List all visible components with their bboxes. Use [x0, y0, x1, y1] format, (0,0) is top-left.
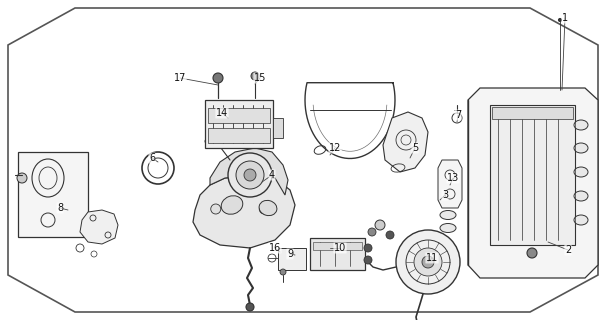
Polygon shape: [468, 88, 598, 278]
Circle shape: [246, 303, 254, 311]
Ellipse shape: [574, 143, 588, 153]
Polygon shape: [383, 112, 428, 172]
Circle shape: [364, 256, 372, 264]
Bar: [310, 238, 365, 270]
Ellipse shape: [440, 211, 456, 220]
Circle shape: [414, 248, 442, 276]
Text: 10: 10: [334, 243, 346, 253]
Text: 2: 2: [565, 245, 571, 255]
Circle shape: [386, 231, 394, 239]
Text: 6: 6: [149, 153, 155, 163]
Text: 16: 16: [269, 243, 281, 253]
Circle shape: [396, 230, 460, 294]
Ellipse shape: [574, 167, 588, 177]
Text: 14: 14: [216, 108, 228, 118]
Text: 5: 5: [412, 143, 418, 153]
Circle shape: [228, 153, 272, 197]
Text: 7: 7: [455, 110, 461, 120]
Text: 11: 11: [426, 253, 438, 263]
Polygon shape: [438, 160, 462, 208]
Text: 9: 9: [287, 249, 293, 259]
Circle shape: [375, 220, 385, 230]
Circle shape: [259, 204, 270, 214]
Text: 12: 12: [329, 143, 341, 153]
Text: 13: 13: [447, 173, 459, 183]
Circle shape: [364, 244, 372, 252]
Circle shape: [235, 162, 245, 172]
Bar: [18, 152, 88, 237]
Circle shape: [527, 248, 537, 258]
Text: 1: 1: [562, 13, 568, 23]
Text: 4: 4: [269, 170, 275, 180]
Bar: [273, 118, 283, 138]
Text: 8: 8: [57, 203, 63, 213]
Circle shape: [558, 19, 561, 21]
Ellipse shape: [221, 196, 243, 214]
Ellipse shape: [259, 200, 277, 216]
Bar: [278, 248, 306, 270]
Circle shape: [280, 269, 286, 275]
Bar: [205, 100, 273, 148]
Bar: [492, 107, 573, 119]
Polygon shape: [210, 148, 288, 195]
Polygon shape: [80, 210, 118, 244]
Circle shape: [213, 73, 223, 83]
Circle shape: [368, 228, 376, 236]
Circle shape: [211, 204, 221, 214]
Ellipse shape: [574, 120, 588, 130]
Ellipse shape: [574, 191, 588, 201]
Circle shape: [236, 161, 264, 189]
Text: 15: 15: [254, 73, 266, 83]
Bar: [208, 128, 270, 143]
Ellipse shape: [574, 215, 588, 225]
Circle shape: [17, 173, 27, 183]
Bar: [490, 105, 575, 245]
Circle shape: [251, 72, 259, 80]
Polygon shape: [193, 175, 295, 248]
Text: 17: 17: [174, 73, 186, 83]
Bar: [313, 242, 362, 250]
Circle shape: [422, 256, 434, 268]
Ellipse shape: [440, 223, 456, 233]
Circle shape: [244, 169, 256, 181]
Text: 3: 3: [442, 190, 448, 200]
Bar: [208, 108, 270, 123]
